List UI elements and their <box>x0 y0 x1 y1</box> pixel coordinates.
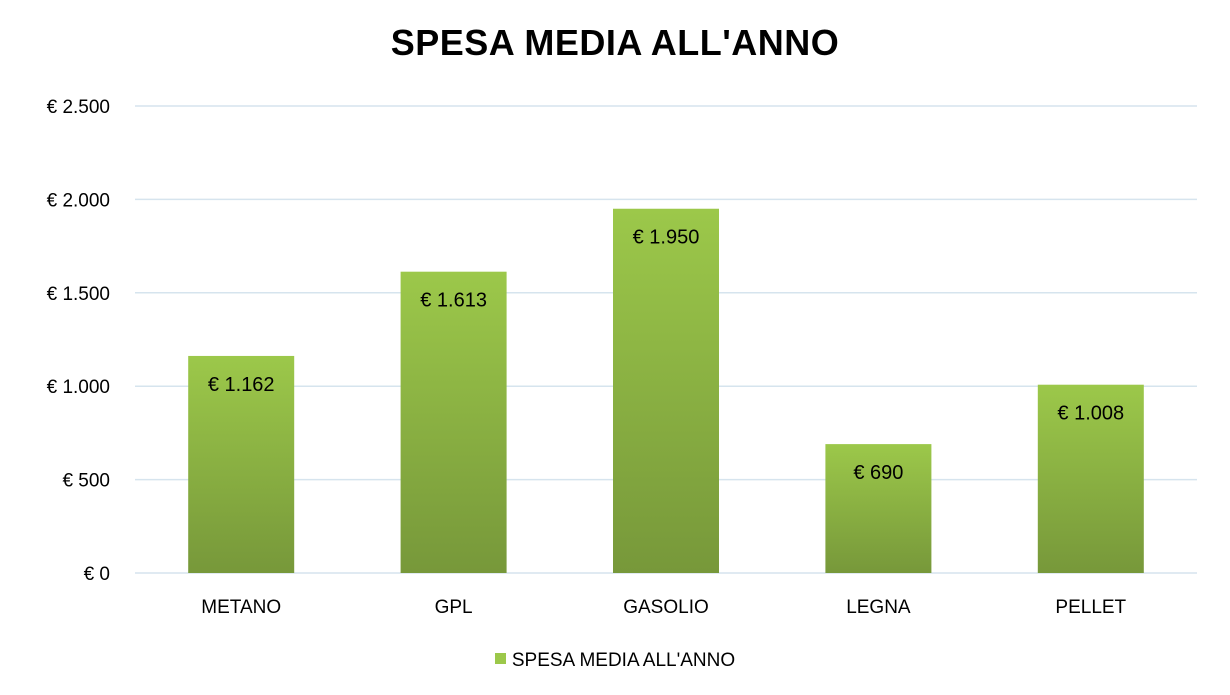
y-tick-label: € 2.500 <box>47 97 110 118</box>
y-tick-label: € 1.500 <box>47 284 110 305</box>
bars <box>188 208 1144 574</box>
x-category-label: PELLET <box>1055 597 1126 618</box>
y-tick-label: € 0 <box>84 564 110 585</box>
data-labels: € 1.162 € 1.613 € 1.950 € 690 € 1.008 <box>208 227 1124 484</box>
bar-gasolio <box>613 208 719 574</box>
y-tick-label: € 500 <box>62 471 110 492</box>
y-tick-label: € 1.000 <box>47 377 110 398</box>
bar-legna <box>825 444 932 573</box>
x-category-label: GPL <box>435 597 473 618</box>
data-label: € 1.008 <box>1057 403 1124 425</box>
data-label: € 690 <box>853 462 903 484</box>
data-label: € 1.162 <box>208 374 275 396</box>
data-label: € 1.950 <box>633 227 700 249</box>
x-axis: METANO GPL GASOLIO LEGNA PELLET <box>201 597 1126 618</box>
x-category-label: LEGNA <box>846 597 911 618</box>
x-category-label: GASOLIO <box>623 597 709 618</box>
y-axis: € 0 € 500 € 1.000 € 1.500 € 2.000 € 2.500 <box>47 97 110 585</box>
legend-label: SPESA MEDIA ALL'ANNO <box>511 650 736 671</box>
legend: SPESA MEDIA ALL'ANNO <box>0 650 1230 672</box>
x-category-label: METANO <box>201 597 281 618</box>
bar-gpl <box>400 271 507 573</box>
chart-title: SPESA MEDIA ALL'ANNO <box>390 22 840 63</box>
bar-chart: € 0 € 500 € 1.000 € 1.500 € 2.000 € 2.500 € 1… <box>47 97 1197 618</box>
legend-swatch <box>494 653 506 665</box>
y-tick-label: € 2.000 <box>47 190 110 211</box>
bar-metano <box>188 355 295 573</box>
data-label: € 1.613 <box>420 290 487 312</box>
bar-pellet <box>1037 384 1144 573</box>
